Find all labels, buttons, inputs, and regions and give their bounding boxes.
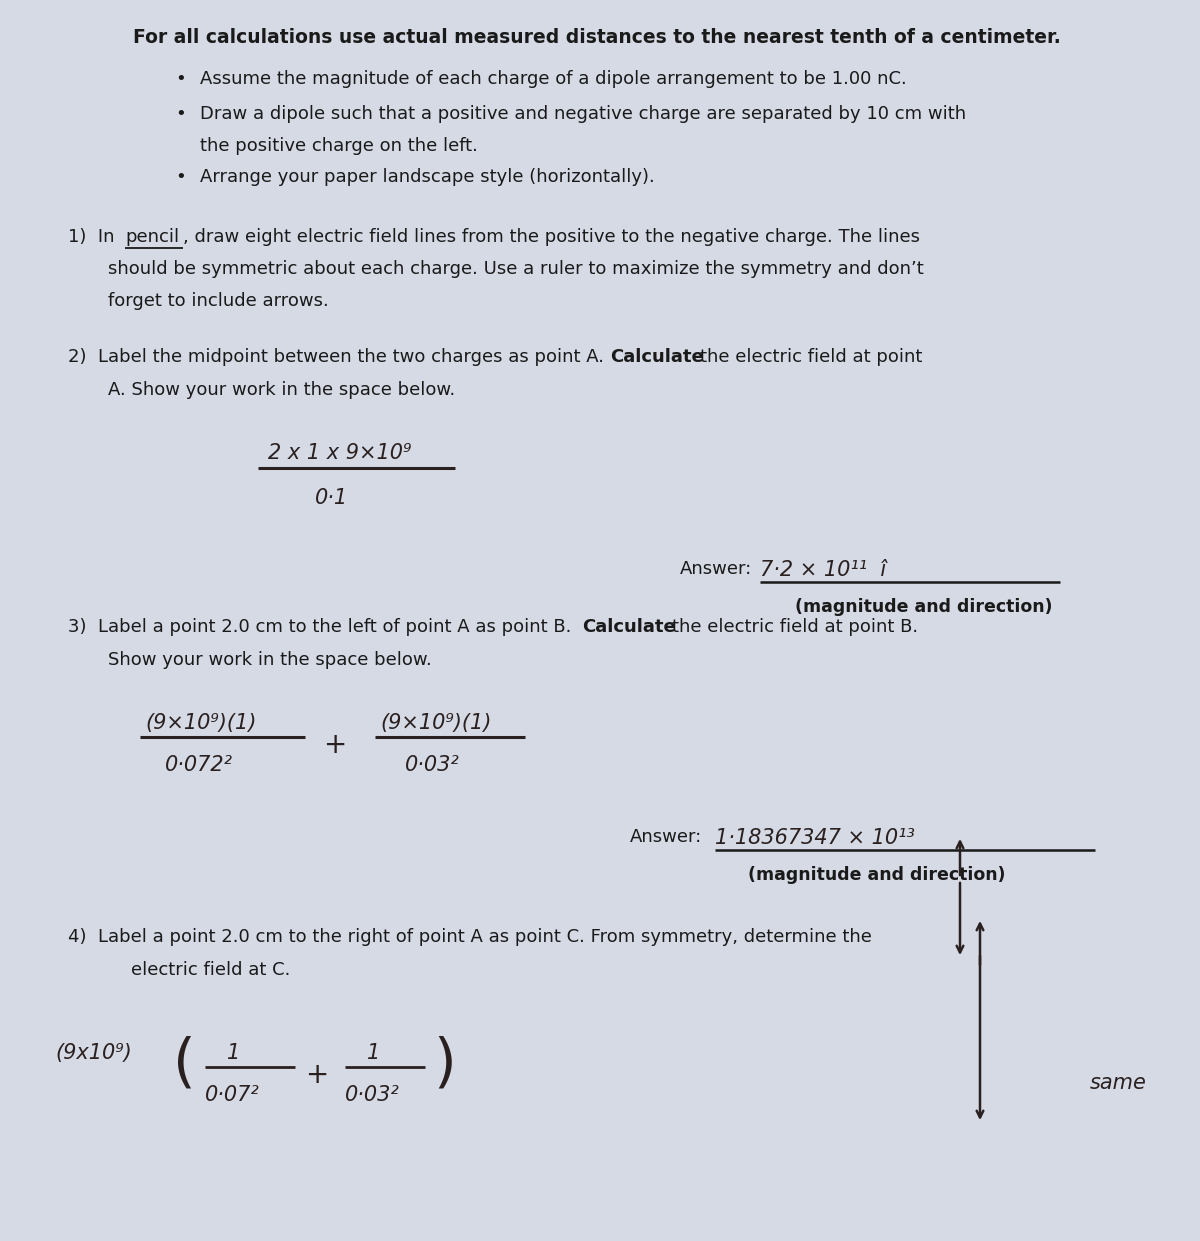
Text: 0·07²: 0·07²	[205, 1085, 259, 1104]
Text: For all calculations use actual measured distances to the nearest tenth of a cen: For all calculations use actual measured…	[133, 29, 1061, 47]
Text: 1: 1	[227, 1042, 240, 1064]
Text: 2)  Label the midpoint between the two charges as point A.: 2) Label the midpoint between the two ch…	[68, 347, 610, 366]
Text: 0·072²: 0·072²	[166, 755, 233, 774]
Text: (: (	[173, 1035, 196, 1092]
Text: Answer:: Answer:	[630, 828, 702, 846]
Text: ): )	[433, 1035, 456, 1092]
Text: Assume the magnitude of each charge of a dipole arrangement to be 1.00 nC.: Assume the magnitude of each charge of a…	[200, 69, 907, 88]
Text: •: •	[175, 105, 186, 123]
Text: (9×10⁹)(1): (9×10⁹)(1)	[380, 714, 491, 733]
Text: Calculate: Calculate	[582, 618, 676, 635]
Text: the electric field at point: the electric field at point	[700, 347, 923, 366]
Text: A. Show your work in the space below.: A. Show your work in the space below.	[108, 381, 455, 400]
Text: Draw a dipole such that a positive and negative charge are separated by 10 cm wi: Draw a dipole such that a positive and n…	[200, 105, 966, 123]
Text: forget to include arrows.: forget to include arrows.	[108, 292, 329, 310]
Text: electric field at C.: electric field at C.	[108, 961, 290, 979]
Text: 7·2 × 10¹¹  î: 7·2 × 10¹¹ î	[760, 560, 886, 580]
Text: 4)  Label a point 2.0 cm to the right of point A as point C. From symmetry, dete: 4) Label a point 2.0 cm to the right of …	[68, 928, 872, 946]
Text: (9x10⁹): (9x10⁹)	[55, 1042, 132, 1064]
Text: Answer:: Answer:	[680, 560, 752, 578]
Text: •: •	[175, 168, 186, 186]
Text: +: +	[323, 731, 347, 759]
Text: should be symmetric about each charge. Use a ruler to maximize the symmetry and : should be symmetric about each charge. U…	[108, 261, 924, 278]
Text: Show your work in the space below.: Show your work in the space below.	[108, 652, 432, 669]
Text: 1)  In: 1) In	[68, 228, 120, 246]
Text: Calculate: Calculate	[610, 347, 703, 366]
Text: 0·03²: 0·03²	[406, 755, 460, 774]
Text: same: same	[1090, 1073, 1147, 1093]
Text: 2 x 1 x 9×10⁹: 2 x 1 x 9×10⁹	[268, 443, 412, 463]
Text: +: +	[305, 1061, 329, 1090]
Text: (9×10⁹)(1): (9×10⁹)(1)	[145, 714, 257, 733]
Text: 1: 1	[367, 1042, 380, 1064]
Text: 0·03²: 0·03²	[346, 1085, 400, 1104]
Text: 1·18367347 × 10¹³: 1·18367347 × 10¹³	[715, 828, 914, 848]
Text: 3)  Label a point 2.0 cm to the left of point A as point B.: 3) Label a point 2.0 cm to the left of p…	[68, 618, 577, 635]
Text: Arrange your paper landscape style (horizontally).: Arrange your paper landscape style (hori…	[200, 168, 655, 186]
Text: pencil: pencil	[125, 228, 179, 246]
Text: , draw eight electric field lines from the positive to the negative charge. The : , draw eight electric field lines from t…	[182, 228, 920, 246]
Text: •: •	[175, 69, 186, 88]
Text: the positive charge on the left.: the positive charge on the left.	[200, 137, 478, 155]
Text: the electric field at point B.: the electric field at point B.	[672, 618, 918, 635]
Text: (magnitude and direction): (magnitude and direction)	[796, 598, 1052, 616]
Text: (magnitude and direction): (magnitude and direction)	[748, 866, 1006, 884]
Text: 0·1: 0·1	[314, 488, 348, 508]
